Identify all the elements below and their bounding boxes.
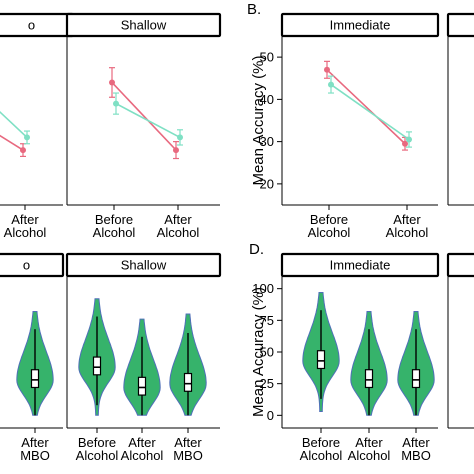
y-tick-label: 20 [260, 176, 274, 191]
top-shallow-strip [65, 12, 222, 38]
data-point [113, 100, 119, 107]
x-tick-label: Before Alcohol [300, 435, 343, 463]
data-point [173, 147, 179, 154]
top-left-strip-label: o [28, 18, 35, 33]
series-line-teal [115, 102, 181, 139]
box [30, 369, 40, 389]
box [92, 356, 102, 376]
series-line-teal [330, 83, 410, 141]
x-tick-label: After Alcohol [386, 212, 429, 240]
y-tick-label: 25 [260, 376, 274, 391]
x-tick-label: After MBO [20, 435, 50, 463]
data-point [402, 140, 408, 147]
y-tick-label: 30 [260, 134, 274, 149]
data-point [328, 81, 334, 88]
box [316, 350, 326, 370]
x-tick-label: After MBO [401, 435, 431, 463]
x-tick-label: Before Alcohol [308, 212, 351, 240]
y-tick-label: 40 [260, 92, 274, 107]
box [364, 369, 374, 389]
y-tick-label: 0 [267, 408, 274, 423]
bottom-shallow-strip-label: Shallow [121, 258, 167, 273]
y-axis-title: Mean Accuracy (%) [250, 55, 267, 185]
bottom-immediate-strip [280, 252, 440, 278]
series-line-teal [0, 110, 28, 138]
bottom-left-strip [0, 252, 65, 278]
x-tick-label: After MBO [173, 435, 203, 463]
top-left-strip [0, 12, 75, 38]
panel-letter-B: B. [247, 1, 261, 18]
ghost-0-strip [446, 12, 474, 38]
y-tick-label: 50 [260, 50, 274, 65]
panel-frames [0, 12, 474, 433]
series-line-red [326, 69, 406, 145]
top-shallow-strip-label: Shallow [121, 18, 167, 33]
x-tick-label: After Alcohol [348, 435, 391, 463]
ghost-1-strip [446, 252, 474, 278]
bottom-left-strip-label: o [23, 258, 30, 273]
series-line-red [111, 81, 177, 151]
chart-marks [0, 60, 435, 416]
x-tick-label: After Alcohol [121, 435, 164, 463]
series-line-red [0, 134, 24, 151]
y-tick-label: 75 [260, 313, 274, 328]
box [183, 372, 193, 392]
panel-letter-D: D. [249, 241, 264, 258]
x-tick-label: Before Alcohol [76, 435, 119, 463]
x-tick-label: After Alcohol [4, 212, 47, 240]
data-point [109, 79, 115, 86]
data-point [324, 66, 330, 73]
x-tick-label: After Alcohol [157, 212, 200, 240]
y-axis-title: Mean Accuracy (%) [250, 287, 267, 417]
bottom-immediate-strip-label: Immediate [330, 258, 391, 273]
box [411, 369, 421, 389]
data-point [177, 134, 183, 141]
y-tick-label: 50 [260, 345, 274, 360]
data-point [20, 147, 26, 154]
data-point [24, 134, 30, 141]
y-tick-label: 100 [252, 281, 274, 296]
bottom-shallow-strip [65, 252, 222, 278]
top-immediate-strip-label: Immediate [330, 18, 391, 33]
data-point [406, 136, 412, 143]
top-immediate-strip [280, 12, 440, 38]
x-tick-label: Before Alcohol [93, 212, 136, 240]
box [137, 376, 147, 396]
